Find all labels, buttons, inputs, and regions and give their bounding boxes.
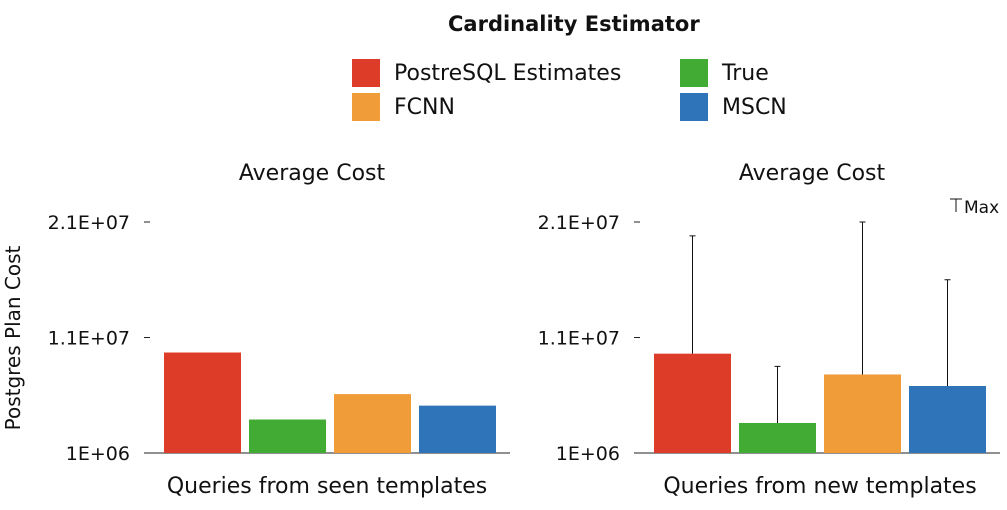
legend-item-fcnn: FCNN xyxy=(352,93,455,121)
legend-title: Cardinality Estimator xyxy=(448,12,700,36)
tmax-label: Max xyxy=(964,198,999,218)
panel-title-1: Average Cost xyxy=(739,161,886,186)
bar-1-1 xyxy=(739,422,816,453)
legend-label-true: True xyxy=(722,60,769,86)
legend-item-true: True xyxy=(680,59,769,87)
x-category-label-0: Queries from seen templates xyxy=(167,474,487,499)
bar-1-3 xyxy=(909,386,986,453)
legend-label-fcnn: FCNN xyxy=(394,94,455,120)
bar-0-3 xyxy=(419,405,496,453)
legend-swatch-fcnn xyxy=(352,93,380,121)
y-tick-label-0-2: 1E+06 xyxy=(66,443,130,465)
legend-label-mscn: MSCN xyxy=(722,94,787,120)
x-category-label-1: Queries from new templates xyxy=(663,474,976,499)
y-tick-label-1-0: 2.1E+07 xyxy=(538,212,620,234)
legend-item-mscn: MSCN xyxy=(680,93,787,121)
legend-swatch-postgres xyxy=(352,59,380,87)
y-tick-label-0-1: 1.1E+07 xyxy=(48,328,130,350)
y-tick-label-1-1: 1.1E+07 xyxy=(538,328,620,350)
bar-1-2 xyxy=(824,374,901,453)
legend-label-postgres: PostreSQL Estimates xyxy=(394,60,622,86)
bar-0-2 xyxy=(334,394,411,453)
y-tick-label-1-2: 1E+06 xyxy=(556,443,620,465)
bar-0-0 xyxy=(164,352,241,453)
bar-1-0 xyxy=(654,353,731,453)
y-axis-label: Postgres Plan Cost xyxy=(1,245,25,430)
panel-title-0: Average Cost xyxy=(239,161,386,186)
y-tick-label-0-0: 2.1E+07 xyxy=(48,212,130,234)
legend-swatch-true xyxy=(680,59,708,87)
legend-swatch-mscn xyxy=(680,93,708,121)
legend-item-postgres: PostreSQL Estimates xyxy=(352,59,621,87)
bar-0-1 xyxy=(249,419,326,453)
